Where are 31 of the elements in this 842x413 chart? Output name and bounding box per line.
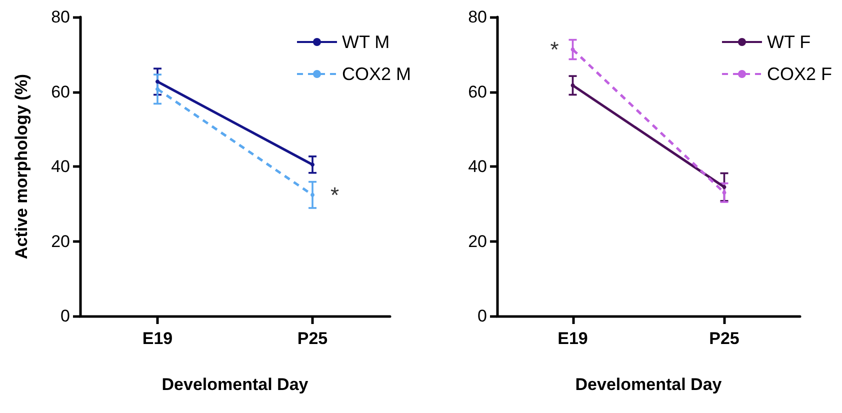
annotation: *	[330, 182, 340, 208]
legend-label: COX2 F	[766, 64, 832, 84]
y-axis-title: Active morphology (%)	[12, 74, 31, 260]
point	[156, 80, 160, 84]
y-tick-label: 80	[468, 8, 487, 26]
point	[570, 48, 575, 52]
x-tick-label: P25	[297, 329, 328, 348]
legend-label: COX2 M	[342, 64, 412, 84]
y-tick-label: 80	[51, 8, 70, 26]
y-tick-label: 60	[468, 82, 487, 102]
y-tick-label: 0	[478, 306, 487, 326]
x-axis-title: Develomental Day	[162, 375, 309, 394]
point	[722, 190, 726, 195]
y-tick-label: 40	[51, 157, 70, 176]
annotation: *	[550, 37, 560, 62]
x-tick-label: P25	[709, 329, 740, 348]
point	[156, 87, 160, 92]
point	[722, 185, 726, 190]
legend-label: WT F	[766, 32, 811, 52]
y-tick-label: 60	[51, 82, 70, 102]
y-tick-label: 0	[60, 306, 70, 326]
y-tick-label: 40	[468, 157, 487, 176]
x-tick-label: E19	[142, 329, 173, 348]
y-tick-label: 20	[468, 232, 487, 251]
point	[310, 192, 314, 197]
point	[570, 83, 575, 88]
point	[310, 162, 314, 167]
x-tick-label: E19	[558, 329, 588, 348]
x-axis-title: Develomental Day	[575, 375, 722, 394]
legend-label: WT M	[342, 32, 390, 52]
y-tick-label: 20	[51, 232, 70, 251]
